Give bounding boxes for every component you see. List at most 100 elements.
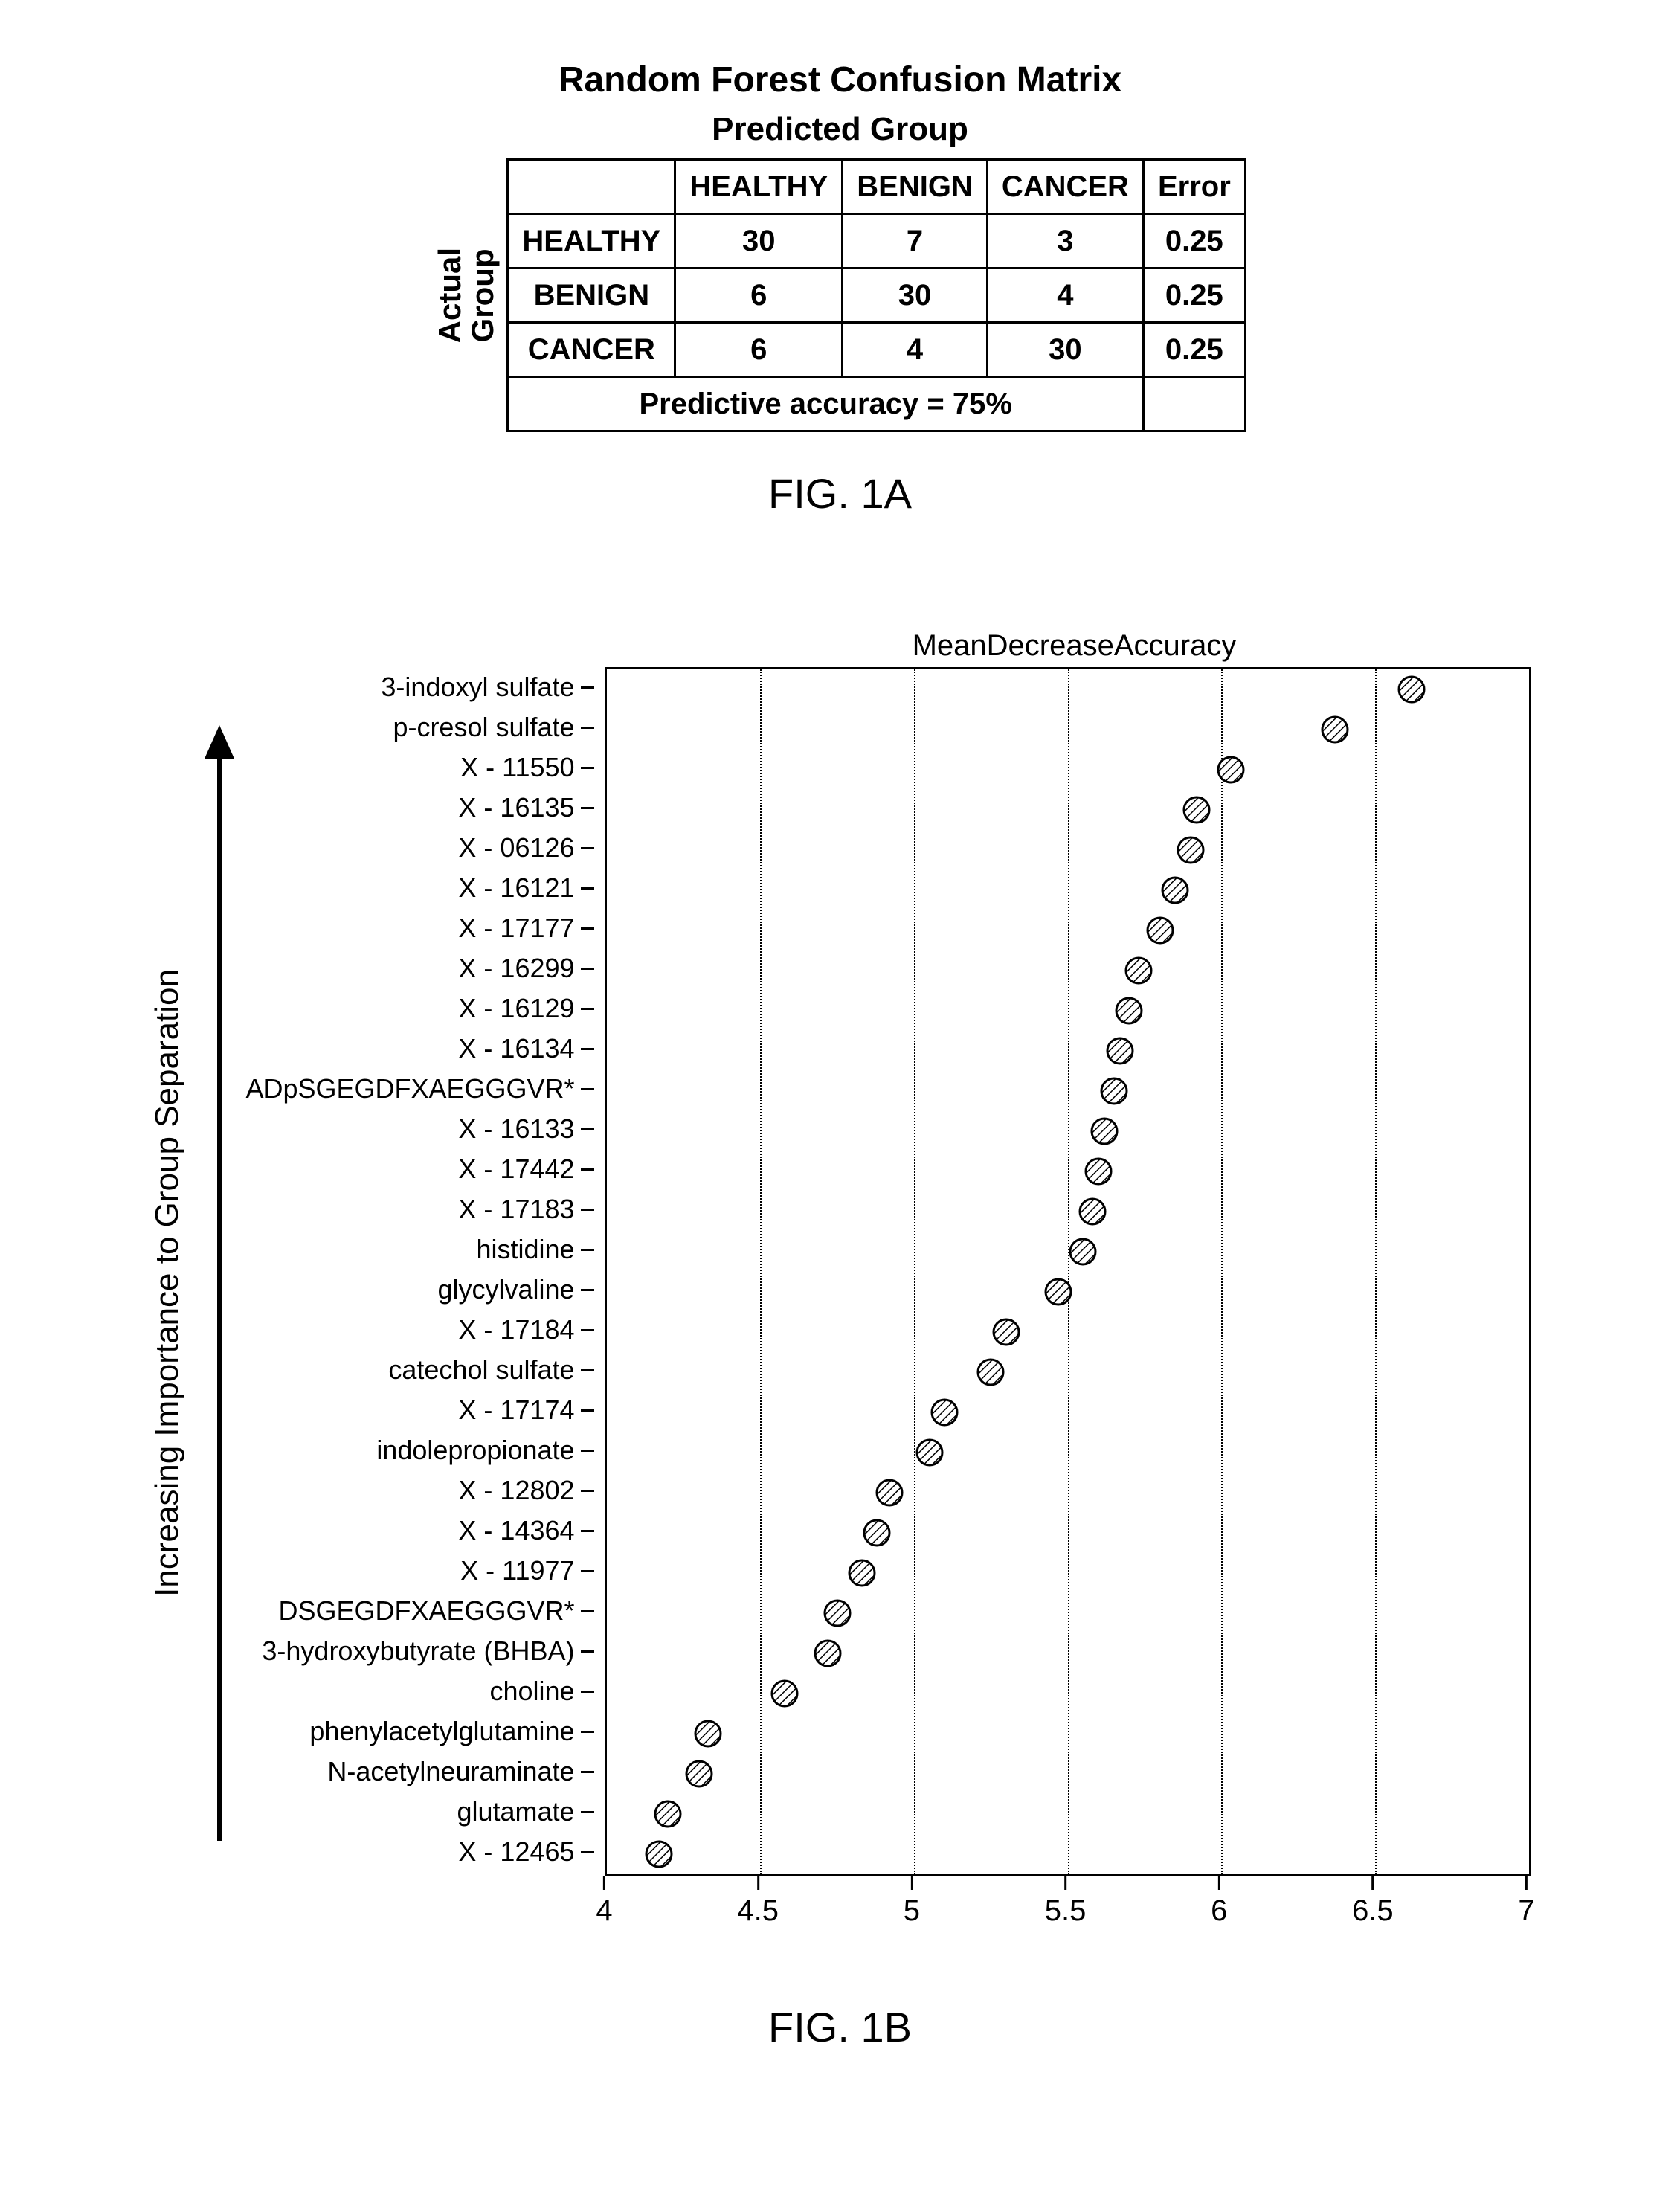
data-point-marker — [875, 1479, 904, 1507]
plot-and-xaxis: 44.555.566.57 — [605, 667, 1531, 1936]
y-tick-label: X - 17184 — [245, 1310, 593, 1350]
y-tick-label: 3-indoxyl sulfate — [245, 667, 593, 707]
data-point-marker — [915, 1438, 944, 1467]
y-tick-label: X - 16299 — [245, 948, 593, 988]
actual-label-line2: Group — [465, 248, 500, 342]
y-tick-label: X - 16121 — [245, 868, 593, 908]
x-tick-mark — [1218, 1876, 1220, 1890]
table-row: CANCER 6 4 30 0.25 — [508, 323, 1245, 377]
x-tick-label: 4.5 — [737, 1894, 779, 1928]
x-tick-label: 5.5 — [1045, 1894, 1087, 1928]
y-tick-label: ADpSGEGDFXAEGGGVR* — [245, 1069, 593, 1109]
col-header: CANCER — [987, 160, 1143, 214]
y-tick-label: 3-hydroxybutyrate (BHBA) — [245, 1631, 593, 1671]
y-tick-label: X - 16134 — [245, 1029, 593, 1069]
gridline — [1068, 669, 1069, 1874]
data-point-marker — [1146, 916, 1174, 945]
cell: 6 — [675, 323, 843, 377]
accuracy-cell: Predictive accuracy = 75% — [508, 377, 1144, 431]
y-tick-label: X - 06126 — [245, 828, 593, 868]
x-tick-mark — [1371, 1876, 1374, 1890]
blank-header — [508, 160, 675, 214]
y-tick-label: catechol sulfate — [245, 1350, 593, 1390]
cell: 4 — [987, 268, 1143, 323]
y-tick-label: N-acetylneuraminate — [245, 1752, 593, 1792]
x-tick-mark — [757, 1876, 759, 1890]
row-header: HEALTHY — [508, 214, 675, 268]
x-tick-label: 6.5 — [1352, 1894, 1394, 1928]
x-tick: 7 — [1518, 1876, 1534, 1928]
data-point-marker — [1115, 997, 1143, 1025]
fig1a-subtitle: Predicted Group — [712, 111, 968, 148]
y-tick-label: X - 16135 — [245, 788, 593, 828]
data-point-marker — [645, 1840, 673, 1868]
confusion-matrix-table: HEALTHY BENIGN CANCER Error HEALTHY 30 7… — [506, 158, 1246, 432]
x-tick-label: 7 — [1518, 1894, 1534, 1928]
x-tick-mark — [603, 1876, 605, 1890]
x-tick: 5.5 — [1045, 1876, 1087, 1928]
plot-column: MeanDecreaseAccuracy 3-indoxyl sulfatep-… — [245, 629, 1531, 1936]
cell: 4 — [843, 323, 988, 377]
data-point-marker — [1090, 1117, 1119, 1145]
cell: 30 — [675, 214, 843, 268]
y-tick-label: X - 16129 — [245, 988, 593, 1029]
x-axis: 44.555.566.57 — [605, 1876, 1527, 1936]
y-tick-label: X - 17177 — [245, 908, 593, 948]
row-header: BENIGN — [508, 268, 675, 323]
page: Random Forest Confusion Matrix Predicted… — [0, 0, 1680, 2200]
x-tick-label: 5 — [904, 1894, 920, 1928]
fig1a-title: Random Forest Confusion Matrix — [559, 59, 1121, 100]
x-tick-label: 6 — [1211, 1894, 1227, 1928]
x-tick-mark — [910, 1876, 913, 1890]
data-point-marker — [1124, 956, 1153, 985]
data-point-marker — [930, 1398, 959, 1427]
data-point-marker — [1044, 1278, 1072, 1306]
data-point-marker — [1100, 1077, 1128, 1105]
data-point-marker — [823, 1599, 852, 1627]
data-point-marker — [654, 1800, 682, 1828]
table-row: HEALTHY 30 7 3 0.25 — [508, 214, 1245, 268]
data-point-marker — [1217, 756, 1245, 784]
y-tick-label: histidine — [245, 1229, 593, 1270]
cell: 3 — [987, 214, 1143, 268]
yaxis-arrow-icon — [201, 725, 238, 1841]
y-tick-label: X - 17183 — [245, 1189, 593, 1229]
data-point-marker — [770, 1679, 799, 1708]
data-point-marker — [685, 1760, 713, 1788]
y-tick-label: choline — [245, 1671, 593, 1711]
data-point-marker — [848, 1559, 876, 1587]
fig1b-inner: Increasing Importance to Group Separatio… — [149, 629, 1531, 1936]
cell: 0.25 — [1143, 268, 1245, 323]
data-point-marker — [1069, 1238, 1097, 1266]
fig1a: Random Forest Confusion Matrix Predicted… — [0, 59, 1680, 518]
y-tick-label: p-cresol sulfate — [245, 707, 593, 747]
y-tick-label: X - 17442 — [245, 1149, 593, 1189]
yaxis-label: Increasing Importance to Group Separatio… — [149, 969, 186, 1597]
table-row: BENIGN 6 30 4 0.25 — [508, 268, 1245, 323]
cell: 7 — [843, 214, 988, 268]
plot-area — [605, 667, 1531, 1876]
x-tick: 5 — [904, 1876, 920, 1928]
actual-group-label: Actual Group — [434, 158, 506, 432]
gridline — [1221, 669, 1223, 1874]
data-point-marker — [814, 1639, 842, 1667]
data-point-marker — [992, 1318, 1020, 1346]
y-tick-label: phenylacetylglutamine — [245, 1711, 593, 1752]
y-tick-label: X - 11550 — [245, 747, 593, 788]
y-tick-label: indolepropionate — [245, 1430, 593, 1470]
data-point-marker — [1078, 1197, 1107, 1226]
y-tick-label: X - 14364 — [245, 1511, 593, 1551]
x-tick-mark — [1064, 1876, 1066, 1890]
y-tick-label: glutamate — [245, 1792, 593, 1832]
data-point-marker — [1084, 1157, 1113, 1186]
x-tick: 6.5 — [1352, 1876, 1394, 1928]
y-tick-label: X - 12802 — [245, 1470, 593, 1511]
fig1a-caption: FIG. 1A — [768, 469, 912, 518]
y-tick-label: X - 17174 — [245, 1390, 593, 1430]
data-point-marker — [863, 1519, 891, 1547]
data-point-marker — [1161, 876, 1189, 904]
col-header: Error — [1143, 160, 1245, 214]
y-tick-label: X - 16133 — [245, 1109, 593, 1149]
data-point-marker — [1321, 715, 1349, 744]
data-point-marker — [1397, 675, 1426, 704]
